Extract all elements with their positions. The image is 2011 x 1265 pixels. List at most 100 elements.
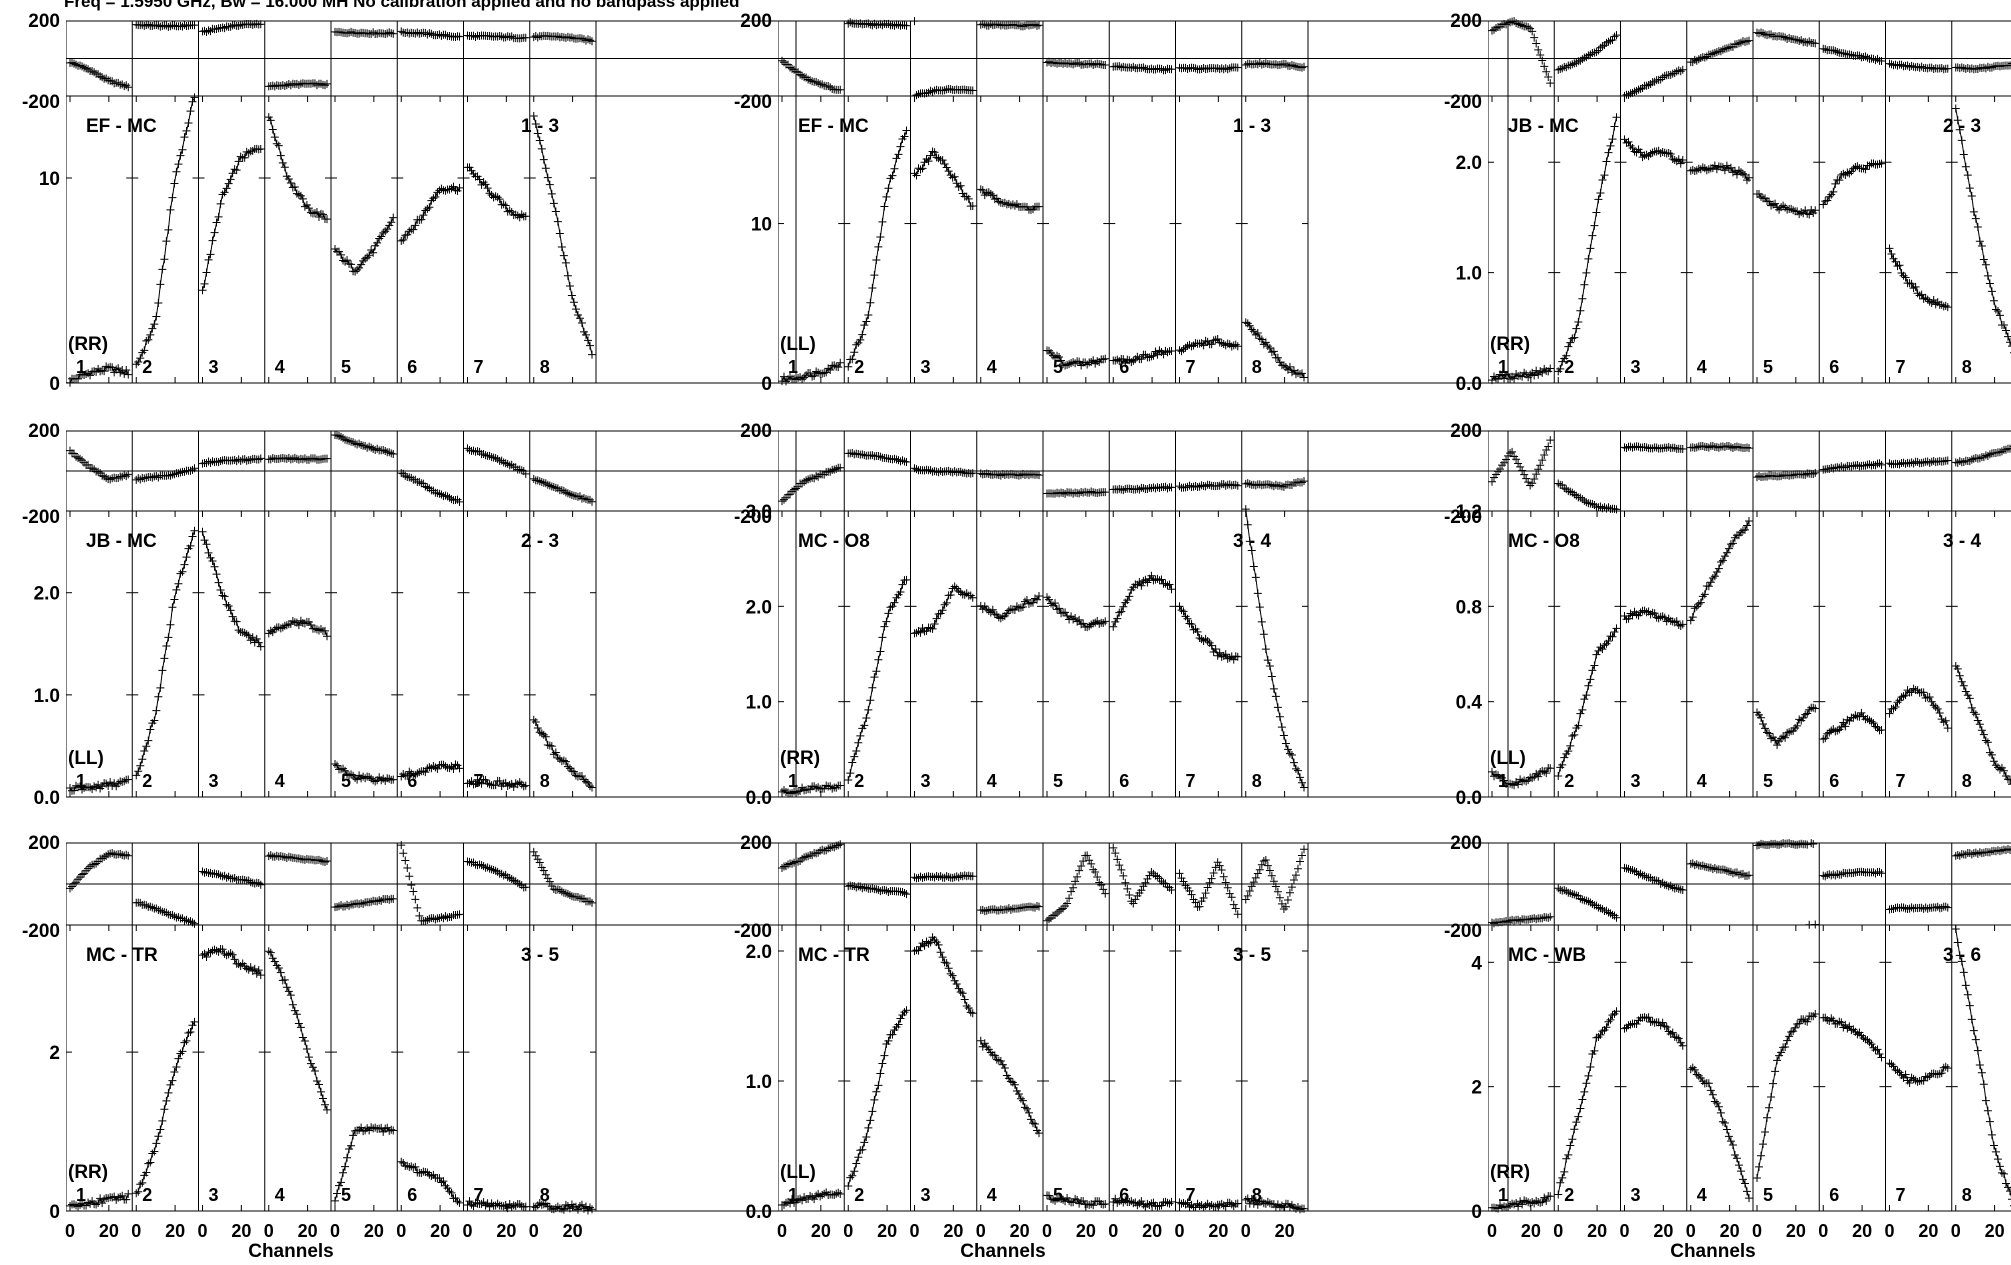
phase-point bbox=[427, 29, 436, 38]
amp-point bbox=[1161, 579, 1170, 588]
phase-point bbox=[94, 467, 103, 476]
amp-point bbox=[531, 717, 540, 726]
amp-point bbox=[1179, 345, 1188, 354]
phase-point bbox=[1943, 64, 1952, 73]
phase-point bbox=[1554, 65, 1563, 74]
amp-point bbox=[992, 1055, 1001, 1064]
amp-point bbox=[254, 638, 263, 647]
amp-point bbox=[230, 165, 239, 174]
amp-point bbox=[1149, 351, 1158, 360]
phase-point bbox=[290, 453, 299, 462]
phase-point bbox=[1538, 456, 1547, 465]
amp-point bbox=[465, 779, 474, 788]
amp-point bbox=[1829, 187, 1838, 196]
phase-point bbox=[1071, 877, 1080, 886]
amp-point bbox=[1757, 713, 1766, 722]
amp-point bbox=[1891, 702, 1900, 711]
amp-point bbox=[1205, 1202, 1214, 1211]
phase-point bbox=[1522, 474, 1531, 483]
amp-point bbox=[808, 1193, 817, 1202]
amp-point bbox=[1921, 293, 1930, 302]
amp-point bbox=[1221, 1202, 1230, 1211]
amp-point bbox=[270, 133, 279, 142]
amp-point bbox=[812, 367, 821, 376]
phase-point bbox=[1704, 443, 1713, 452]
phase-point bbox=[1175, 482, 1184, 491]
amp-point bbox=[1943, 303, 1952, 312]
phase-point bbox=[1496, 465, 1505, 474]
amp-point bbox=[1155, 576, 1164, 585]
phase-point bbox=[872, 885, 881, 894]
if-label: 4 bbox=[275, 771, 285, 791]
phase-point bbox=[365, 442, 374, 451]
x-tick-label: 20 bbox=[364, 1221, 384, 1241]
amp-point bbox=[1546, 1192, 1555, 1201]
amp-point bbox=[290, 1006, 299, 1015]
amp-point bbox=[1201, 634, 1210, 643]
amp-point bbox=[1211, 1202, 1220, 1211]
phase-point bbox=[491, 866, 500, 875]
amp-point bbox=[1759, 720, 1768, 729]
amp-point bbox=[820, 1189, 829, 1198]
amp-point bbox=[858, 330, 867, 339]
phase-point bbox=[800, 853, 809, 862]
phase-point bbox=[1959, 457, 1968, 466]
phase-point bbox=[1275, 60, 1284, 69]
amp-point bbox=[954, 984, 963, 993]
amp-point bbox=[365, 773, 374, 782]
phase-point bbox=[1991, 448, 2000, 457]
phase-point bbox=[567, 491, 576, 500]
amp-point bbox=[353, 1126, 362, 1135]
amp-point bbox=[503, 1204, 512, 1213]
phase-point bbox=[1245, 886, 1254, 895]
amp-point bbox=[1560, 753, 1569, 762]
phase-point bbox=[1532, 470, 1541, 479]
amp-point bbox=[1163, 1198, 1172, 1207]
amp-point bbox=[1199, 1203, 1208, 1212]
amp-point bbox=[1630, 147, 1639, 156]
amp-point bbox=[1819, 735, 1828, 744]
phase-point bbox=[413, 903, 422, 912]
phase-point bbox=[1975, 454, 1984, 463]
phase-point bbox=[335, 432, 344, 441]
amp-point bbox=[924, 157, 933, 166]
phase-point bbox=[343, 436, 352, 445]
phase-point bbox=[66, 884, 74, 893]
phase-point bbox=[836, 840, 845, 849]
phase-point bbox=[1560, 484, 1569, 493]
amp-point bbox=[874, 655, 883, 664]
amp-point bbox=[1300, 783, 1308, 792]
amp-point bbox=[359, 256, 368, 265]
amp-point bbox=[1722, 548, 1731, 557]
amp-point bbox=[234, 626, 243, 635]
amp-point bbox=[1191, 1203, 1200, 1212]
amp-point bbox=[114, 1193, 123, 1202]
amp-point bbox=[252, 969, 261, 978]
amp-point bbox=[286, 178, 295, 187]
phase-point bbox=[900, 457, 909, 466]
amp-point bbox=[282, 983, 291, 992]
amp-point bbox=[222, 184, 231, 193]
phase-point bbox=[1073, 872, 1082, 881]
amp-point bbox=[1873, 160, 1882, 169]
phase-point bbox=[812, 472, 821, 481]
phase-point bbox=[1153, 872, 1162, 881]
amp-point bbox=[798, 375, 807, 384]
amp-point bbox=[1045, 595, 1054, 604]
phase-point bbox=[407, 473, 416, 482]
amp-point bbox=[1022, 1104, 1031, 1113]
phase-point bbox=[1045, 915, 1054, 924]
amp-point bbox=[1698, 592, 1707, 601]
amp-point bbox=[916, 165, 925, 174]
amp-point bbox=[1135, 1199, 1144, 1208]
phase-point bbox=[545, 481, 554, 490]
baseline-label: MC - TR bbox=[86, 945, 158, 966]
amp-point bbox=[240, 628, 249, 637]
amp-point bbox=[1251, 330, 1260, 339]
amp-point bbox=[509, 782, 518, 791]
amp-point bbox=[2005, 338, 2011, 347]
amp-point bbox=[1233, 1199, 1242, 1208]
phase-point bbox=[1049, 58, 1058, 67]
amp-point bbox=[1193, 627, 1202, 636]
amp-point bbox=[533, 129, 542, 138]
